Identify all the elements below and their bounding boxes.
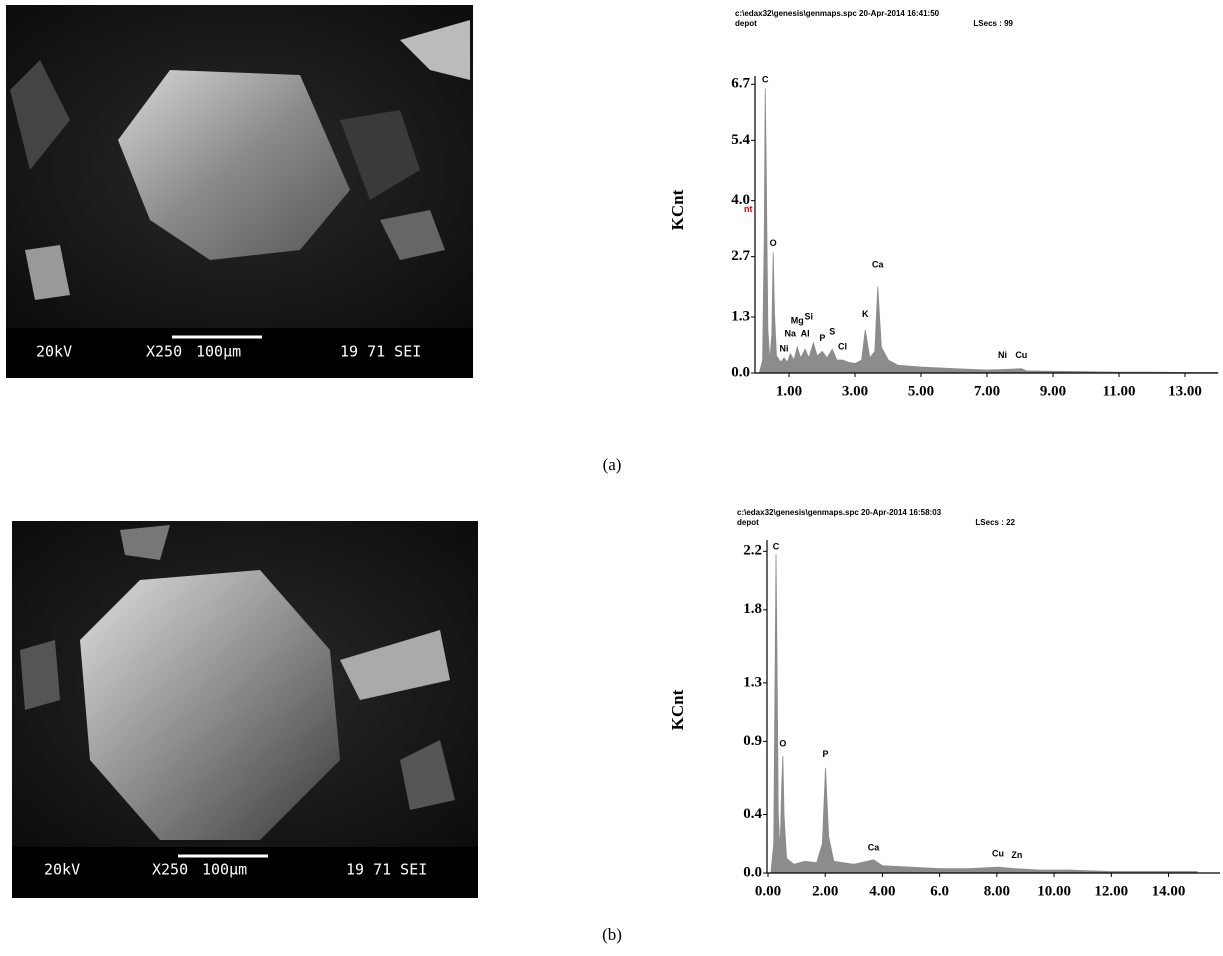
x-tick-label: 11.00 [1103,383,1136,399]
y-axis-label: KCnt [668,189,687,230]
x-tick-label: 13.00 [1168,383,1202,399]
particle [340,630,450,700]
y-tick-label: 6.7 [731,76,750,92]
x-tick-label: 1.00 [776,383,802,399]
y-tick-label: 0.0 [743,864,762,880]
x-tick-label: 0.00 [755,883,781,899]
y-tick-label: 1.8 [743,601,762,617]
y-tick-label: 0.0 [731,364,750,380]
header-subtitle: depot [735,19,757,28]
caption: (b) [602,925,622,944]
peak-label: Mg [791,316,804,326]
x-tick-label: 9.00 [1040,383,1066,399]
x-tick-label: 10.00 [1037,883,1071,899]
sem-label: X250 [152,861,188,879]
sem-label: 100µm [196,343,241,361]
peak-label: Cu [1015,350,1027,360]
caption: (a) [603,455,622,474]
y-tick-label: 1.3 [731,308,750,324]
sem-label: 20kV [36,343,72,361]
peak-label: K [862,309,869,319]
header-live-time: LSecs : 22 [975,518,1015,527]
header-subtitle: depot [737,518,759,527]
sem-label: X250 [146,343,182,361]
y-tick-label: 4.0 [731,192,750,208]
y-tick-label: 1.3 [743,674,762,690]
peak-label: O [770,238,777,248]
peak-label: C [773,541,780,551]
y-tick-label: 2.2 [743,543,762,559]
particle [400,740,455,810]
y-tick-label: 0.9 [743,733,762,749]
peak-label: Cu [992,848,1004,858]
axis-fragment: nt [744,204,753,214]
peak-label: C [762,74,769,84]
header-live-time: LSecs : 99 [973,19,1013,28]
sem-label: 20kV [44,861,80,879]
peak-label: Al [801,329,810,339]
x-tick-label: 12.00 [1094,883,1128,899]
sem-image-a: 20kV X250 100µm 19 71 SEI [6,5,473,378]
spectrum [758,88,1219,374]
particle [118,70,350,260]
particle [400,20,470,80]
y-tick-label: 0.4 [743,806,762,822]
x-tick-label: 14.00 [1152,883,1186,899]
peak-label: P [819,333,825,343]
x-tick-label: 6.0 [930,883,949,899]
header-title: c:\edax32\genesis\genmaps.spc 20-Apr-201… [737,508,942,517]
y-tick-label: 5.4 [731,132,750,148]
particle [380,210,445,260]
particle [80,570,340,840]
y-axis-label: KCnt [668,689,687,730]
sem-label: 19 71 SEI [346,861,427,879]
peak-label: Zn [1011,850,1022,860]
x-tick-label: 3.00 [842,383,868,399]
x-tick-label: 5.00 [908,383,934,399]
x-tick-label: 4.00 [869,883,895,899]
peak-label: Cl [838,341,847,351]
peak-label: Na [785,329,797,339]
peak-label: Si [805,311,814,321]
particle [20,640,60,710]
peak-label: Ni [780,344,789,354]
particle [25,245,70,300]
particle [340,110,420,200]
sem-label: 100µm [202,861,247,879]
peak-label: O [779,739,786,749]
spectrum [770,554,1198,874]
x-tick-label: 8.00 [984,883,1010,899]
peak-label: Ni [998,350,1007,360]
peak-label: Ca [868,843,880,853]
x-tick-label: 7.00 [974,383,1000,399]
particle [10,60,70,170]
header-title: c:\edax32\genesis\genmaps.spc 20-Apr-201… [735,9,940,18]
x-tick-label: 2.00 [812,883,838,899]
sem-label: 19 71 SEI [340,343,421,361]
peak-label: P [822,749,828,759]
peak-label: S [829,326,835,336]
particle [120,525,170,560]
peak-label: Ca [872,260,884,270]
sem-image-b: 20kV X250 100µm 19 71 SEI [12,521,478,898]
y-tick-label: 2.7 [731,248,750,264]
